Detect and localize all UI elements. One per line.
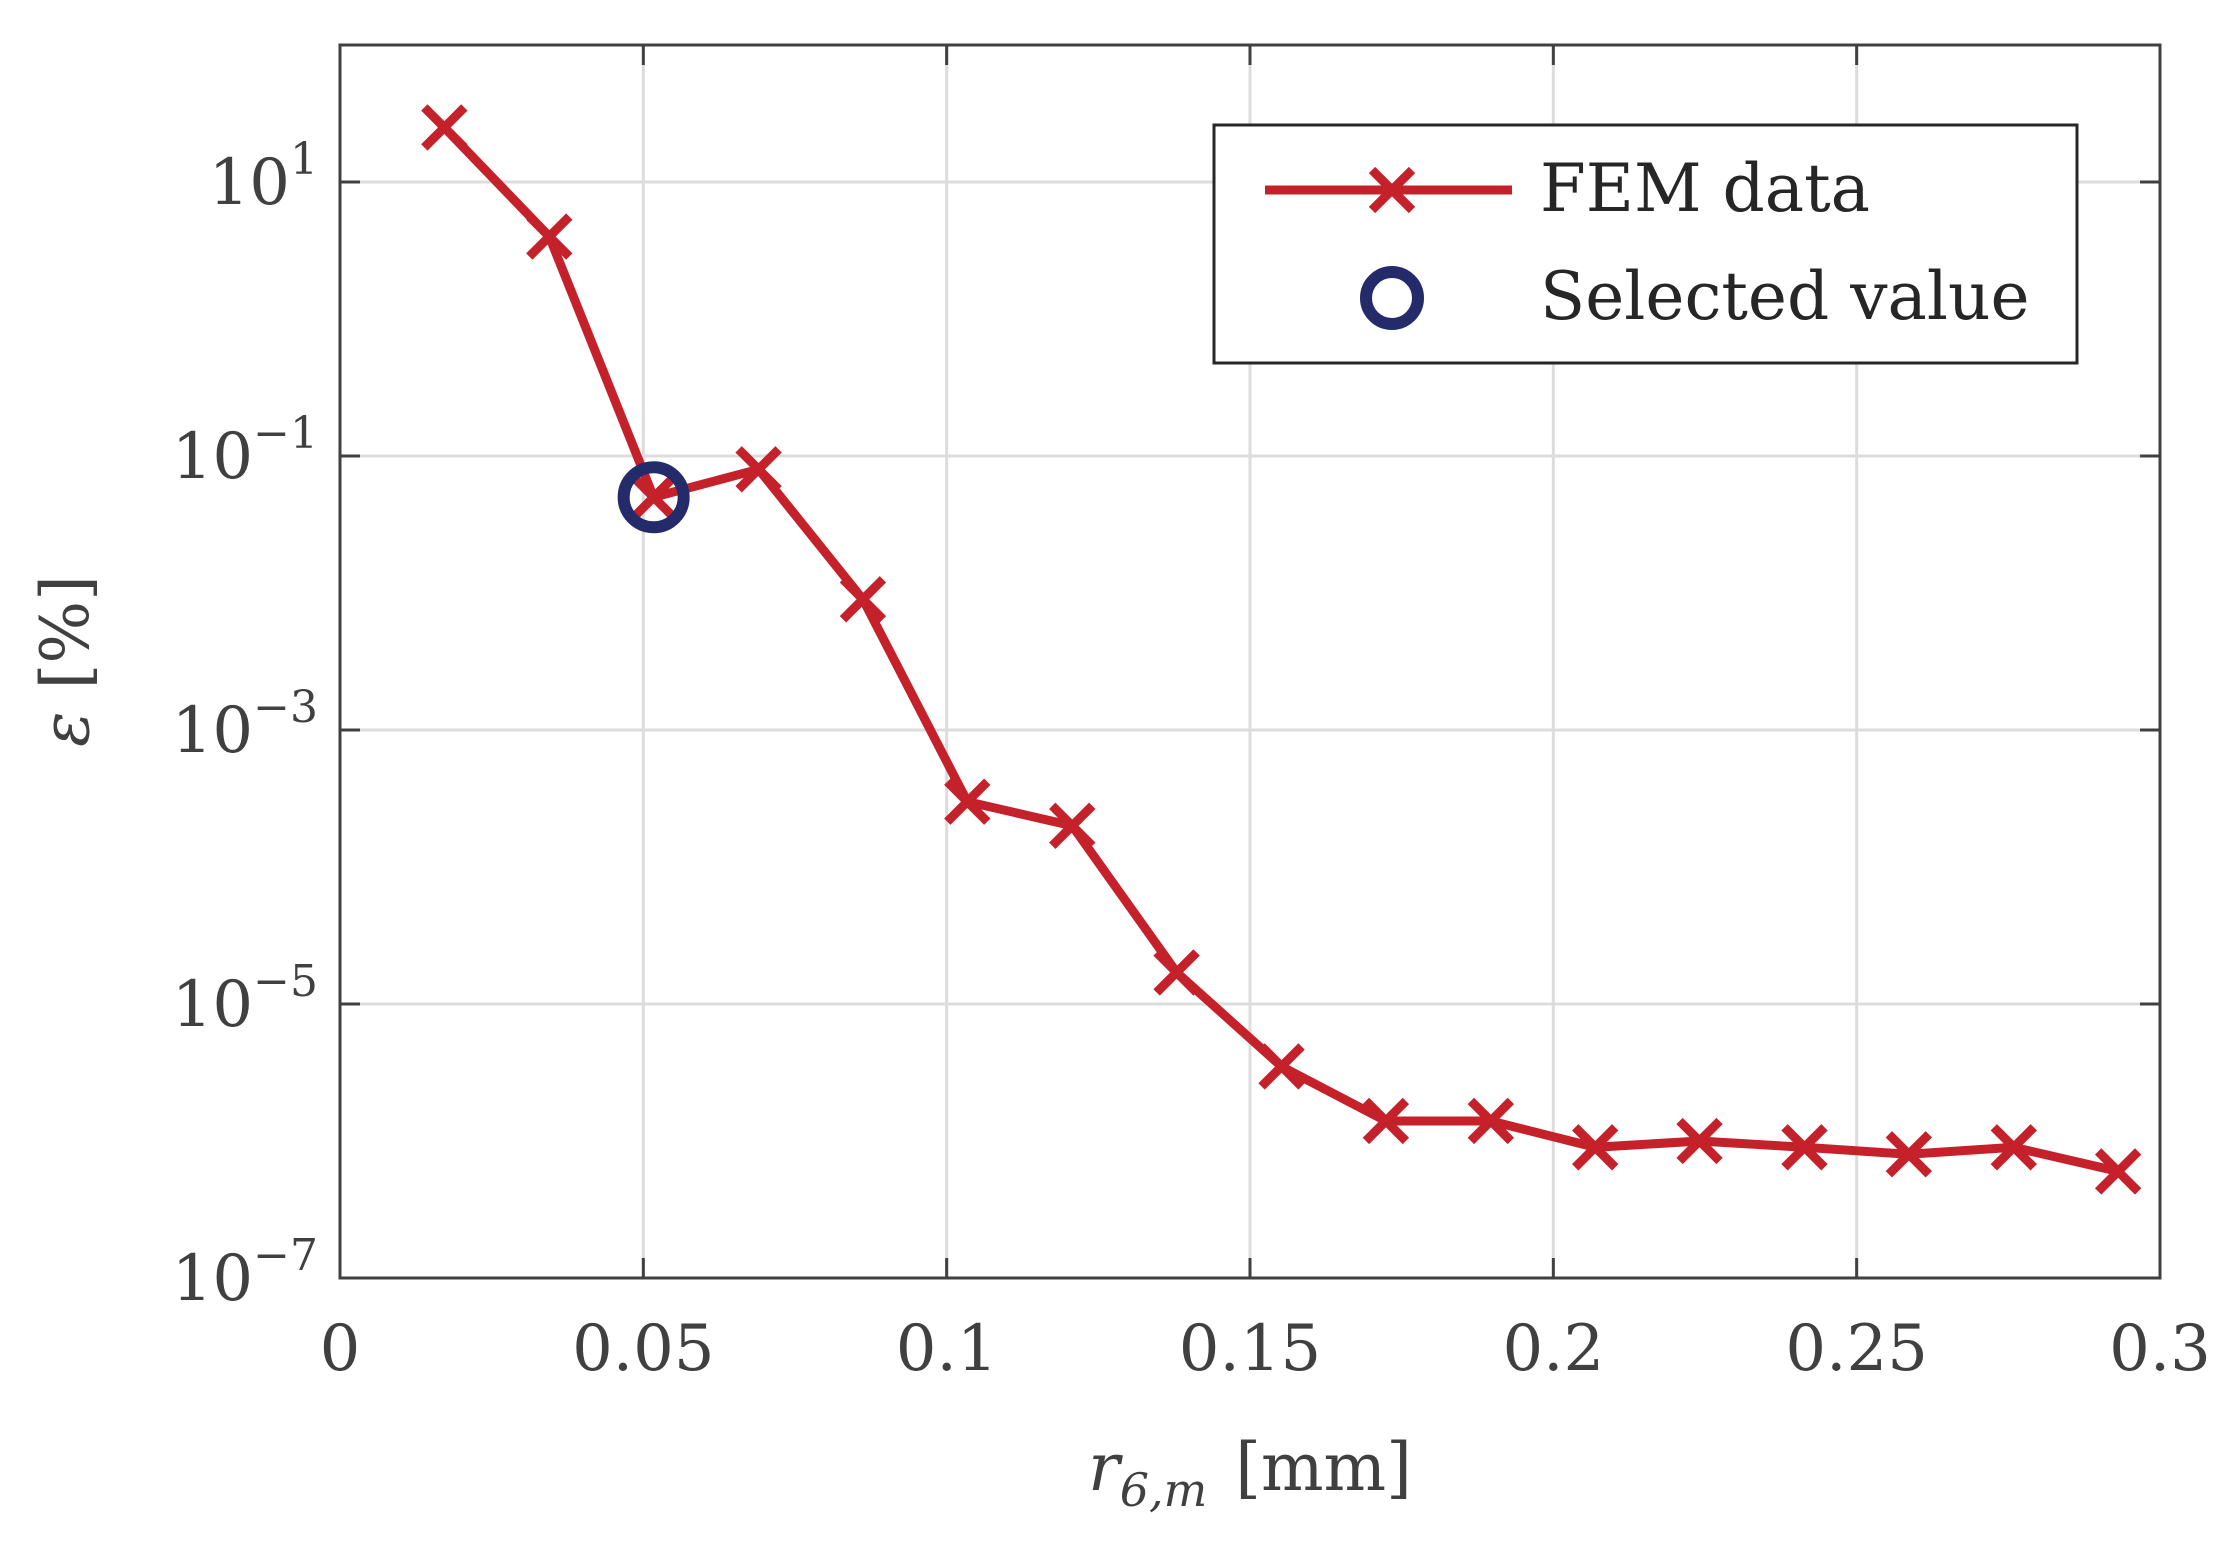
fem-data-point	[1885, 1131, 1933, 1178]
x-tick-label: 0.2	[1502, 1312, 1604, 1386]
y-tick-label: 10−3	[172, 682, 318, 768]
x-tick-label: 0.05	[572, 1312, 715, 1386]
y-tick-labels: 101 10−1 10−3 10−5 10−7	[172, 134, 318, 1316]
fem-marker-stroke	[1676, 1117, 1723, 1165]
x-tick-label: 0.1	[896, 1312, 998, 1386]
legend-fem-marker	[1368, 166, 1416, 214]
fem-marker-stroke	[944, 778, 991, 825]
legend: FEM data Selected value	[1212, 123, 2079, 365]
legend-selected-marker	[1360, 266, 1424, 330]
fem-data-point	[1467, 1097, 1515, 1145]
legend-fem-label: FEM data	[1540, 150, 1870, 227]
y-tick-label: 10−1	[172, 408, 318, 494]
fem-marker-stroke	[1153, 949, 1200, 996]
fem-data-point	[1362, 1097, 1410, 1145]
fem-data-point	[1258, 1043, 1305, 1090]
fem-data-point	[1153, 949, 1200, 996]
fem-marker-stroke	[1781, 1124, 1828, 1171]
fem-data-point	[839, 576, 887, 623]
fem-data-point	[1676, 1117, 1723, 1165]
fem-data-point	[944, 778, 991, 825]
fem-marker-stroke	[1467, 1097, 1515, 1145]
fem-marker-stroke	[1885, 1131, 1933, 1178]
fem-marker-stroke	[1049, 802, 1096, 849]
fem-data-point	[2094, 1148, 2142, 1195]
x-tick-label: 0.25	[1785, 1312, 1928, 1386]
data-series	[421, 104, 2142, 1195]
fem-marker-stroke	[1990, 1124, 2037, 1171]
x-tick-label: 0	[320, 1312, 361, 1386]
fem-data-point	[526, 213, 573, 260]
fem-marker-stroke	[630, 474, 677, 521]
fem-data-point	[1781, 1124, 1828, 1171]
fem-data-point	[1572, 1124, 1619, 1171]
fem-data-point	[735, 446, 782, 493]
fem-marker-stroke	[839, 576, 887, 623]
x-tick-label: 0.3	[2109, 1312, 2211, 1386]
fem-marker-stroke	[735, 446, 782, 493]
fem-marker-stroke	[1362, 1097, 1410, 1145]
selected-value-point	[617, 461, 690, 534]
fem-marker-stroke	[2094, 1148, 2142, 1195]
y-tick-label: 10−7	[172, 1230, 318, 1316]
fem-marker-stroke	[1572, 1124, 1619, 1171]
x-tick-label: 0.15	[1179, 1312, 1322, 1386]
y-tick-label: 10−5	[172, 956, 318, 1042]
fem-data-point	[1990, 1124, 2037, 1171]
plot-frame	[338, 43, 2162, 1280]
fem-marker-stroke	[421, 104, 468, 151]
legend-box	[1212, 123, 2079, 365]
y-tick-label: 101	[209, 134, 318, 220]
fem-data-point	[1049, 802, 1096, 849]
fem-marker-stroke	[526, 213, 573, 260]
fem-data-point	[630, 474, 677, 521]
legend-selected-label: Selected value	[1540, 258, 2030, 335]
x-tick-labels: 0 0.05 0.1 0.15 0.2 0.25 0.3	[320, 1312, 2211, 1386]
x-axis-label: r6,m [mm]	[1088, 1429, 1412, 1517]
fem-marker-stroke	[1258, 1043, 1305, 1090]
y-axis-label: ε[%]	[27, 575, 104, 747]
fem-data-point	[421, 104, 468, 151]
